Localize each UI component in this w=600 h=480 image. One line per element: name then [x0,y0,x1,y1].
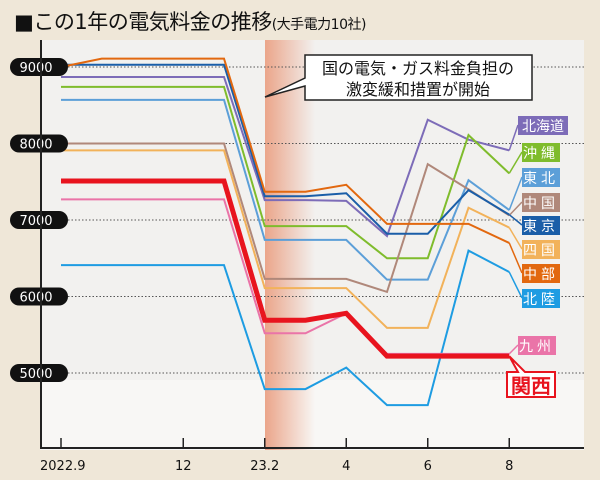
chart-title: ■この1年の電気料金の推移(大手電力10社) [14,10,367,34]
x-tick-label: 12 [175,459,192,474]
series-line-北海道 [61,75,510,238]
leader-line-東京 [508,214,523,226]
y-tick-label-8000: 8000 [19,138,52,153]
series-label-北陸: 北陸 [523,292,559,308]
series-line-四国 [61,149,510,329]
y-tick-badge-6000 [10,287,68,306]
series-label-box-中国 [522,193,560,212]
x-tick-label: 6 [424,459,432,474]
series-label-box-中部 [522,264,560,283]
series-label-北海道: 北海道 [522,119,564,135]
leader-line-九州 [508,344,519,355]
measure-period-band [265,40,315,450]
y-tick-label-6000: 6000 [19,291,52,306]
y-tick-badge-7000 [10,211,68,229]
series-line-沖縄 [61,85,510,260]
leader-line-北陸 [508,271,523,299]
series-label-沖縄: 沖縄 [523,146,559,162]
y-tick-label-5000: 5000 [19,367,52,382]
series-label-四国: 四国 [523,243,559,259]
annotation-line2: 激変緩和措置が開始 [346,80,490,99]
series-label-box-関西 [506,355,556,398]
x-tick-label: 23.2 [250,459,279,474]
y-tick-badge-8000 [10,134,68,153]
series-label-box-沖縄 [522,143,560,162]
series-label-box-東京 [522,216,560,235]
y-tick-label-7000: 7000 [19,214,52,229]
y-tick-badge-9000 [10,58,68,76]
series-label-box-四国 [522,240,560,259]
series-line-東北 [61,98,510,281]
series-label-東京: 東京 [523,219,559,235]
series-label-中国: 中国 [523,196,559,212]
x-tick-label: 8 [505,459,513,474]
series-line-中部 [60,57,510,244]
leader-line-沖縄 [508,151,523,174]
annotation-line1: 国の電気・ガス料金負担の [322,59,514,78]
series-label-box-北海道 [518,116,568,135]
series-line-中国 [61,142,510,294]
series-label-東北: 東北 [523,171,559,187]
x-tick-label: 4 [342,459,350,474]
series-label-九州: 九州 [519,339,555,355]
series-label-box-九州 [518,336,556,355]
series-label-box-東北 [522,168,560,187]
leader-line-中部 [508,242,523,274]
y-tick-badge-5000 [10,364,68,382]
series-line-関西 [61,178,510,359]
leader-line-東北 [508,176,523,211]
series-label-box-北陸 [522,289,560,308]
leader-line-中国 [508,201,523,216]
series-line-北陸 [61,249,510,407]
leader-line-北海道 [508,124,519,151]
series-label-中部: 中部 [523,267,559,283]
annotation-callout: 国の電気・ガス料金負担の 激変緩和措置が開始 [264,54,533,101]
x-tick-label: 2022.9 [40,459,86,474]
leader-line-四国 [508,227,523,250]
series-label-関西: 関西 [511,374,551,398]
y-tick-label-9000: 9000 [19,61,52,76]
series-line-東京 [61,63,510,235]
chart-subtitle: (大手電力10社) [271,17,367,33]
